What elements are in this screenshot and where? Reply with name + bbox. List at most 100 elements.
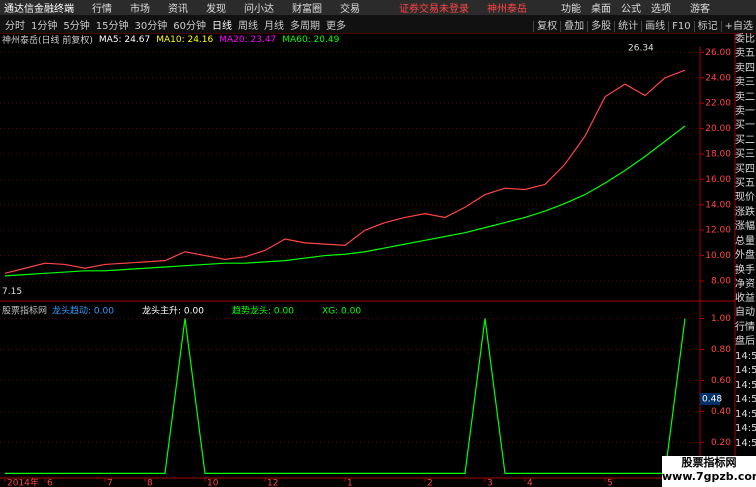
menu-item[interactable]: 交易 xyxy=(340,4,360,15)
y-tick-label: 0.40 xyxy=(711,407,731,417)
x-tick-label: 12 xyxy=(267,479,278,487)
menu-item[interactable]: 公式 xyxy=(621,4,641,15)
tick-label: 14:50 xyxy=(735,379,756,391)
tick-label: 自动 xyxy=(735,307,755,318)
quote-label: 现价 xyxy=(735,192,755,204)
x-tick-label: 7 xyxy=(107,479,113,487)
quote-label: 卖二 xyxy=(735,91,755,103)
menu-item[interactable]: 市场 xyxy=(130,4,150,15)
quote-label: 卖三 xyxy=(735,77,755,89)
quote-label: 买五 xyxy=(735,178,755,190)
info-row: 神州泰岳(日线 前复权) MA5: 24.67 MA10: 24.16 MA20: … xyxy=(0,33,700,47)
low-label: 7.15 xyxy=(2,287,22,297)
high-label: 26.34 xyxy=(628,44,654,54)
quote-label: 买四 xyxy=(735,163,755,175)
quote-label: 卖一 xyxy=(735,106,755,118)
tool-button[interactable]: 叠加 xyxy=(560,20,588,32)
period-tab[interactable]: 日线 xyxy=(211,20,232,32)
series-line xyxy=(5,318,686,474)
menu-item[interactable]: 行情 xyxy=(92,4,112,15)
menu-item[interactable]: 选项 xyxy=(651,4,671,15)
x-tick-label: 6 xyxy=(47,479,53,487)
x-tick-label: 5 xyxy=(607,479,613,487)
indicator-title: 龙头主升: 0.00 xyxy=(142,305,204,317)
y-tick-label: 20.00 xyxy=(705,124,731,134)
period-tabs: 分时 1分钟 5分钟 15分钟 30分钟 60分钟 日线 周线 月线 多周期 更多 xyxy=(2,17,349,32)
menu-item[interactable]: 资讯 xyxy=(168,4,188,15)
x-tick-label: 2014年 xyxy=(7,477,39,487)
tick-label: 14:50 xyxy=(735,365,756,376)
period-tab[interactable]: 30分钟 xyxy=(134,20,168,32)
toolbar: 分时 1分钟 5分钟 15分钟 30分钟 60分钟 日线 周线 月线 多周期 更多 复权 叠加 多股 统计… xyxy=(0,15,756,34)
y-tick-label: 22.00 xyxy=(705,99,731,109)
period-tab[interactable]: 1分钟 xyxy=(31,20,58,32)
tick-label: 14:50 xyxy=(735,408,756,420)
menu-right: 功能 桌面 公式 选项 xyxy=(556,0,676,15)
quote-label: 总量 xyxy=(735,235,755,247)
login-notice[interactable]: 证券交易未登录 xyxy=(399,4,469,15)
period-tab[interactable]: 60分钟 xyxy=(173,20,206,32)
tool-button[interactable]: 统计 xyxy=(614,20,642,32)
series-line xyxy=(4,69,686,274)
cursor-box xyxy=(700,393,720,406)
quote-label: 收益 xyxy=(735,293,755,305)
period-tab[interactable]: 分时 xyxy=(5,20,25,32)
tool-button[interactable]: 画线 xyxy=(641,20,669,32)
user[interactable]: 游客 xyxy=(690,4,710,15)
period-tab[interactable]: 多周期 xyxy=(289,20,320,32)
watermark: 股票指标网 www.7gpzb.com xyxy=(662,456,756,487)
menu-item[interactable]: 功能 xyxy=(561,4,581,15)
tick-label: 行情 xyxy=(735,321,755,333)
y-tick-label: 24.00 xyxy=(705,73,731,83)
tool-button[interactable]: 多股 xyxy=(587,20,615,32)
y-tick-label: 1.00 xyxy=(711,314,731,324)
period-tab[interactable]: 更多 xyxy=(325,20,346,32)
stock-name: 神州泰岳 xyxy=(487,4,527,15)
y-tick-label: 18.00 xyxy=(705,149,731,159)
x-tick-label: 3 xyxy=(487,479,493,487)
period-tab[interactable]: 5分钟 xyxy=(63,20,90,32)
menu-item[interactable]: 桌面 xyxy=(591,4,611,15)
tick-label: 盘后 xyxy=(735,336,755,347)
x-tick-label: 10 xyxy=(207,479,219,487)
y-tick-label: 0.60 xyxy=(711,376,731,386)
y-tick-label: 12.00 xyxy=(705,226,731,236)
tool-button[interactable]: F10 xyxy=(668,20,694,32)
y-tick-label: 8.00 xyxy=(711,276,731,286)
y-tick-label: 14.00 xyxy=(705,200,731,210)
ma-label: MA20: 23.47 xyxy=(219,34,277,45)
period-tab[interactable]: 15分钟 xyxy=(95,20,129,32)
quote-panel: 委比 卖五 卖四 卖三 卖二 卖一 买一 买二 买三 买四 买五 现价 涨跌 涨幅 总量 外盘 换手 净资 收益 xyxy=(735,33,756,307)
quote-label: 委比 xyxy=(735,34,755,45)
quote-label: 买一 xyxy=(735,120,755,132)
y-tick-label: 10.00 xyxy=(705,251,731,261)
menu-item[interactable]: 问小达 xyxy=(244,4,274,15)
period-tab[interactable]: 周线 xyxy=(237,20,258,32)
menu-item[interactable]: 财富圈 xyxy=(292,4,322,15)
quote-label: 换手 xyxy=(735,264,755,276)
quote-label: 外盘 xyxy=(735,250,755,262)
x-tick-label: 2 xyxy=(427,479,433,487)
tool-button[interactable]: 标记 xyxy=(693,20,721,32)
series-line xyxy=(4,125,686,277)
tick-label: 14:50 xyxy=(735,437,756,449)
ma-label: MA5: 24.67 xyxy=(98,34,151,45)
tool-button[interactable]: +自选 xyxy=(720,20,756,32)
indicator-title: XG: 0.00 xyxy=(322,307,361,317)
tool-button[interactable]: 复权 xyxy=(533,20,561,32)
tick-label: 14:50 xyxy=(735,423,756,434)
quote-label: 涨跌 xyxy=(735,206,755,218)
period-tab[interactable]: 月线 xyxy=(263,20,284,32)
quote-label: 卖五 xyxy=(735,48,755,60)
ma-label: MA10: 24.16 xyxy=(156,34,214,45)
menu-item[interactable]: 发现 xyxy=(206,4,226,15)
menu-items: 行情 市场 资讯 发现 问小达 财富圈 交易 xyxy=(83,0,369,15)
ma-label: MA60: 20.49 xyxy=(282,34,340,45)
cursor-label: 0.48 xyxy=(702,395,722,405)
indicator-title: 趋势龙头: 0.00 xyxy=(232,305,294,317)
y-tick-label: 0.80 xyxy=(711,345,731,355)
tick-label: 14:50 xyxy=(735,350,756,362)
